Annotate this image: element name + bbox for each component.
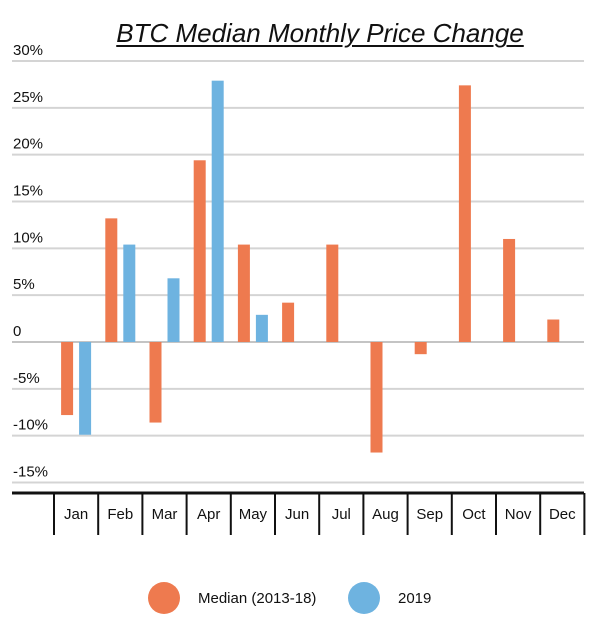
y-tick-label: 5%	[13, 276, 35, 293]
y-tick-label: 20%	[13, 136, 43, 153]
x-tick-label: Jan	[64, 506, 88, 523]
bar-median	[61, 342, 74, 416]
legend-label-median: Median (2013-18)	[198, 589, 317, 607]
x-tick-label: Dec	[549, 506, 576, 523]
legend-swatch-median	[148, 582, 180, 614]
y-tick-label: 15%	[13, 183, 43, 200]
bar-median	[282, 302, 295, 342]
y-tick-label: -10%	[13, 417, 48, 434]
bar-median	[105, 218, 118, 342]
x-tick-label: Oct	[462, 506, 486, 523]
y-tick-label: 30%	[13, 42, 43, 59]
x-tick-label: Jun	[285, 506, 309, 523]
x-tick-label: Nov	[505, 506, 532, 523]
bar-median	[326, 244, 339, 342]
x-tick-label: May	[239, 506, 268, 523]
bar-median	[503, 238, 516, 342]
y-tick-label: -15%	[13, 464, 48, 481]
bar-2019	[79, 342, 92, 435]
bar-2019	[255, 314, 268, 342]
bar-median	[458, 85, 471, 342]
bar-median	[370, 342, 383, 453]
bar-2019	[167, 278, 180, 342]
legend-item-2019: 2019	[348, 582, 431, 614]
x-tick-label: Aug	[372, 506, 399, 523]
y-tick-label: 10%	[13, 229, 43, 246]
y-tick-label: -5%	[13, 370, 40, 387]
legend-label-2019: 2019	[398, 589, 432, 607]
x-tick-label: Feb	[107, 506, 133, 523]
legend-swatch-2019	[348, 582, 380, 614]
x-tick-label: Apr	[197, 506, 220, 523]
bar-2019	[123, 244, 136, 342]
legend-item-median: Median (2013-18)	[148, 582, 316, 614]
x-tick-label: Jul	[332, 506, 351, 523]
bar-median	[547, 319, 560, 342]
chart-title: BTC Median Monthly Price Change	[116, 18, 524, 48]
bar-median	[414, 342, 427, 355]
y-tick-label: 0	[13, 323, 21, 340]
bar-2019	[211, 80, 224, 343]
x-tick-label: Sep	[416, 506, 443, 523]
bar-median	[149, 342, 162, 423]
x-tick-label: Mar	[152, 506, 178, 523]
bar-median	[237, 244, 250, 342]
chart-area: 30% 25% 20% 15% 10% 5% 0 -5% -10% -15% Jan Feb Mar Ap…	[12, 42, 586, 535]
y-tick-label: 25%	[13, 89, 43, 106]
bar-median	[193, 160, 206, 342]
